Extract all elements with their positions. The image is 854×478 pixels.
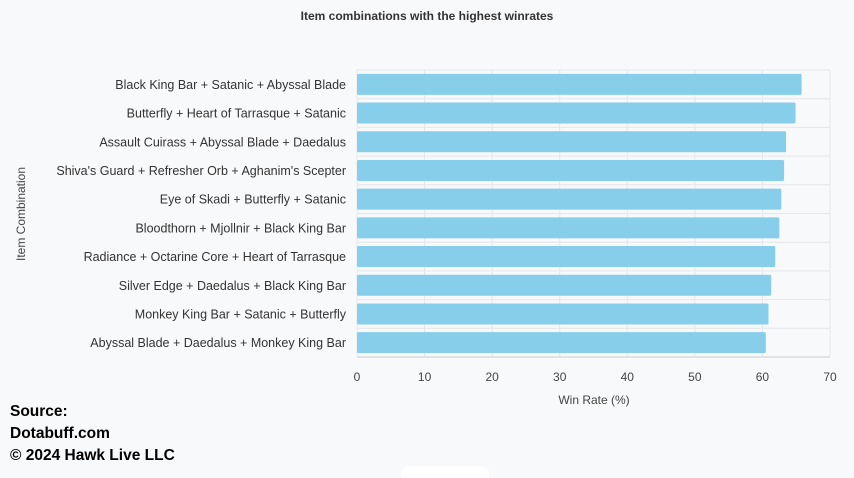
category-label: Silver Edge + Daedalus + Black King Bar — [119, 279, 346, 293]
category-label: Shiva's Guard + Refresher Orb + Aghanim'… — [56, 164, 346, 178]
bottom-tab — [401, 466, 489, 478]
bar — [357, 274, 772, 296]
category-label: Black King Bar + Satanic + Abyssal Blade — [115, 78, 346, 92]
bar — [357, 217, 780, 239]
bar — [357, 303, 769, 325]
x-tick-label: 0 — [354, 370, 361, 384]
bar — [357, 188, 782, 210]
y-axis-title: Item Combination — [14, 167, 28, 261]
bar — [357, 246, 776, 268]
category-label: Bloodthorn + Mjollnir + Black King Bar — [135, 221, 346, 235]
x-tick-label: 60 — [756, 370, 770, 384]
bar — [357, 73, 802, 95]
x-axis-title: Win Rate (%) — [558, 393, 629, 407]
bar — [357, 159, 785, 181]
bar — [357, 102, 796, 124]
source-site: Dotabuff.com — [10, 425, 110, 442]
x-tick-label: 10 — [418, 370, 432, 384]
category-label: Radiance + Octarine Core + Heart of Tarr… — [84, 250, 346, 264]
source-credit: Source: Dotabuff.com © 2024 Hawk Live LL… — [10, 401, 175, 467]
bar — [357, 131, 787, 153]
category-label: Eye of Skadi + Butterfly + Satanic — [160, 193, 346, 207]
category-label: Assault Cuirass + Abyssal Blade + Daedal… — [99, 135, 346, 149]
x-tick-label: 70 — [823, 370, 837, 384]
category-label: Butterfly + Heart of Tarrasque + Satanic — [127, 107, 346, 121]
copyright: © 2024 Hawk Live LLC — [10, 447, 175, 464]
bars — [357, 73, 802, 354]
chart-title: Item combinations with the highest winra… — [301, 9, 554, 23]
source-label: Source: — [10, 403, 68, 420]
bar — [357, 332, 766, 354]
category-labels: Black King Bar + Satanic + Abyssal Blade… — [56, 78, 346, 350]
category-label: Abyssal Blade + Daedalus + Monkey King B… — [90, 336, 346, 350]
x-tick-label: 30 — [553, 370, 567, 384]
x-axis-ticks: 0 10 20 30 40 50 60 70 — [354, 370, 837, 384]
x-tick-label: 20 — [485, 370, 499, 384]
category-label: Monkey King Bar + Satanic + Butterfly — [135, 307, 347, 321]
gridlines — [356, 69, 831, 358]
x-tick-label: 40 — [621, 370, 635, 384]
x-tick-label: 50 — [688, 370, 702, 384]
